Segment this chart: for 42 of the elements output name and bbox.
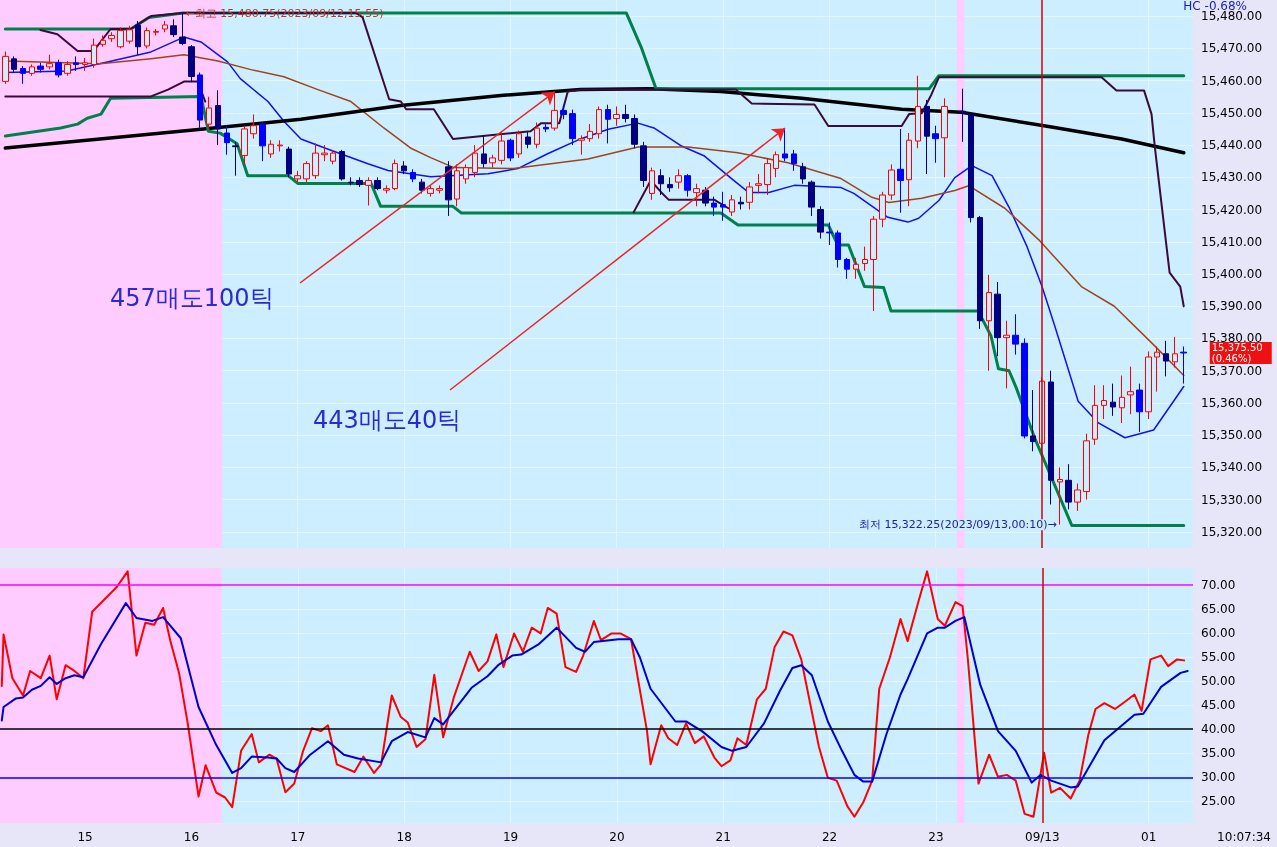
y-tick-label: 35.00: [1201, 746, 1236, 761]
annotation: ←최고 15,480.75(2023/09/12,15:55): [185, 7, 384, 21]
y-tick-label: 15,410.00: [1201, 234, 1263, 249]
y-tick-label: 30.00: [1201, 770, 1236, 785]
y-tick-label: 45.00: [1201, 698, 1236, 713]
y-tick-label: 15,470.00: [1201, 41, 1263, 56]
x-tick-label: 01: [1141, 830, 1157, 844]
y-tick-label: 15,460.00: [1201, 73, 1263, 88]
x-tick-label: 16: [183, 830, 200, 844]
x-tick-label: 21: [715, 830, 731, 844]
y-tick-label: 15,360.00: [1201, 395, 1263, 410]
y-tick-label: 15,400.00: [1201, 267, 1263, 281]
y-tick-label: 65.00: [1201, 601, 1236, 616]
y-tick-label: 50.00: [1201, 674, 1236, 689]
annotation: 443매도40틱: [313, 406, 462, 434]
x-tick-label: 18: [396, 830, 412, 844]
x-tick-label: 20: [609, 830, 625, 844]
y-tick-label: 40.00: [1201, 722, 1236, 737]
x-tick-label: 23: [928, 830, 944, 844]
y-tick-label: 15,390.00: [1201, 299, 1263, 314]
y-tick-label: 15,330.00: [1201, 492, 1263, 507]
y-tick-label: 15,450.00: [1201, 105, 1263, 120]
y-tick-label: 15,420.00: [1201, 202, 1263, 217]
x-tick-label: 17: [290, 830, 306, 844]
annotation: 최저 15,322.25(2023/09/13,00:10)→: [858, 518, 1057, 532]
y-tick-label: 55.00: [1201, 650, 1236, 665]
y-tick-label: 70.00: [1201, 577, 1236, 592]
y-tick-label: 15,370.00: [1201, 363, 1263, 378]
y-tick-label: 15,440.00: [1201, 138, 1263, 153]
x-tick-label: 19: [502, 830, 519, 844]
annotation: 457매도100틱: [110, 284, 274, 312]
y-tick-label: 15,430.00: [1201, 170, 1263, 185]
x-tick-label: 15: [77, 830, 93, 844]
y-tick-label: 15,480.00: [1201, 9, 1263, 24]
text: 10:07:34: [1217, 830, 1272, 844]
x-tick-label: 09/13: [1025, 830, 1060, 844]
y-tick-label: 25.00: [1201, 794, 1236, 809]
y-tick-label: 60.00: [1201, 625, 1236, 640]
x-tick-label: 22: [821, 830, 838, 844]
y-tick-label: 15,320.00: [1201, 524, 1263, 539]
y-tick-label: 15,340.00: [1201, 460, 1263, 475]
y-tick-label: 15,350.00: [1201, 428, 1263, 443]
